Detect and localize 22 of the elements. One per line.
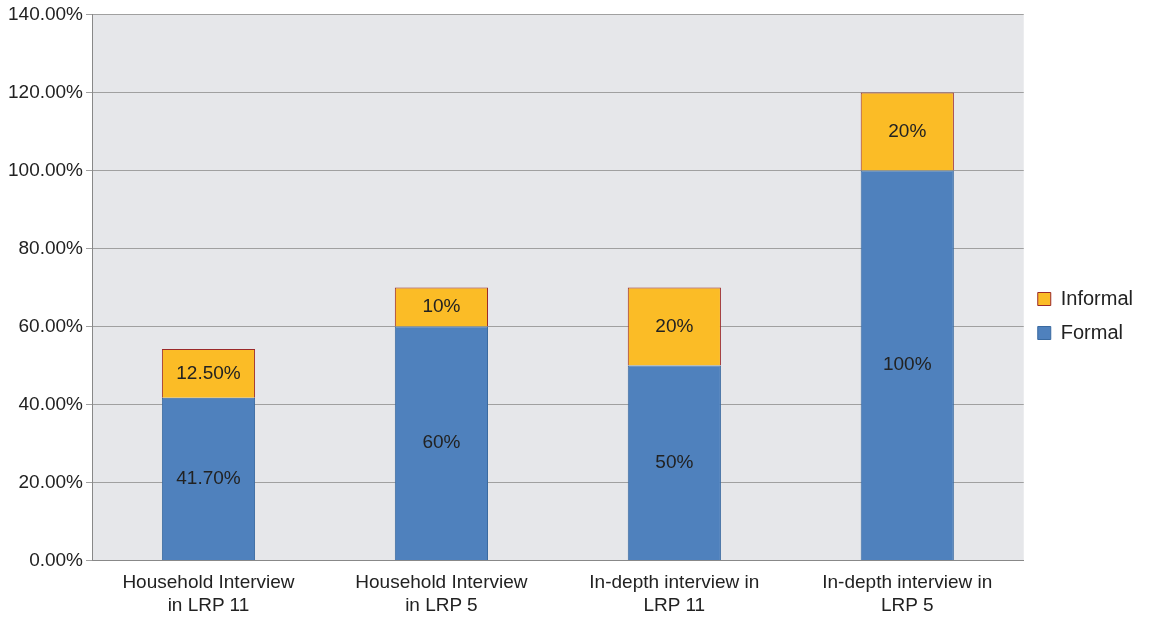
y-tick-label: 80.00% — [18, 236, 84, 258]
y-tick-label: 60.00% — [18, 314, 84, 336]
data-label: 60% — [422, 431, 461, 453]
x-tick-label: Household Interview in LRP 5 — [355, 571, 528, 615]
data-label: 50% — [655, 450, 694, 472]
y-tick-label: 140.00% — [7, 2, 84, 24]
y-tick-label: 20.00% — [18, 470, 84, 492]
data-label: 20% — [888, 119, 927, 141]
y-tick-label: 100.00% — [7, 158, 84, 180]
y-tick-label: 0.00% — [29, 548, 84, 570]
y-tick-label: 40.00% — [18, 392, 84, 414]
data-label: 10% — [422, 295, 461, 317]
legend-label: Informal — [1060, 286, 1133, 309]
data-label: 100% — [882, 353, 932, 375]
data-label: 20% — [655, 314, 694, 336]
y-tick-label: 120.00% — [7, 80, 84, 102]
legend-label: Formal — [1060, 320, 1123, 343]
data-label: 12.50% — [176, 361, 241, 383]
x-tick-label: Household Interview in LRP 11 — [122, 571, 295, 615]
data-label: 41.70% — [176, 467, 241, 489]
x-tick-label: In-depth interview in LRP 11 — [589, 571, 760, 615]
x-tick-label: In-depth interview in LRP 5 — [822, 571, 993, 615]
